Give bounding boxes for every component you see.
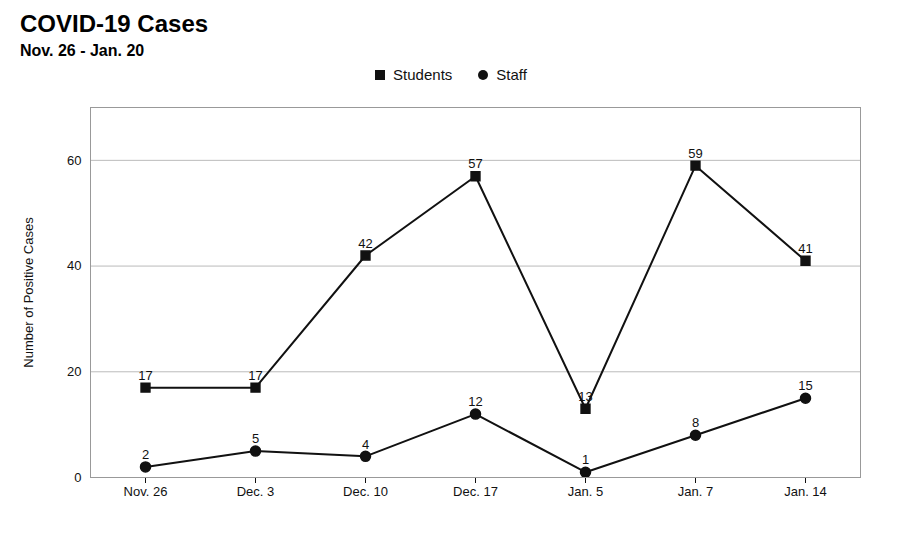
svg-text:Jan. 5: Jan. 5	[568, 484, 603, 499]
svg-text:Number of Positive Cases: Number of Positive Cases	[21, 217, 36, 368]
svg-text:0: 0	[74, 470, 81, 485]
svg-text:8: 8	[692, 415, 699, 430]
svg-text:5: 5	[252, 431, 259, 446]
html-text:Staff: Staff	[496, 66, 527, 83]
svg-text:13: 13	[578, 389, 592, 404]
svg-text:Jan. 14: Jan. 14	[784, 484, 827, 499]
svg-text:17: 17	[138, 368, 152, 383]
svg-text:59: 59	[688, 146, 702, 161]
svg-text:1: 1	[582, 452, 589, 467]
svg-text:Dec. 3: Dec. 3	[237, 484, 275, 499]
svg-text:Dec. 17: Dec. 17	[453, 484, 498, 499]
html-text:Nov. 26 - Jan. 20: Nov. 26 - Jan. 20	[20, 42, 145, 59]
svg-text:40: 40	[67, 258, 81, 273]
svg-text:41: 41	[798, 241, 812, 256]
html-text:Students: Students	[393, 66, 453, 83]
svg-text:15: 15	[798, 378, 812, 393]
html-text:COVID-19 Cases: COVID-19 Cases	[20, 10, 209, 37]
svg-text:Jan. 7: Jan. 7	[678, 484, 713, 499]
svg-text:2: 2	[142, 447, 149, 462]
svg-text:20: 20	[67, 364, 81, 379]
svg-text:57: 57	[468, 156, 482, 171]
svg-text:60: 60	[67, 153, 81, 168]
svg-text:Dec. 10: Dec. 10	[343, 484, 388, 499]
svg-text:42: 42	[358, 236, 372, 251]
svg-text:4: 4	[362, 437, 369, 452]
svg-text:17: 17	[248, 368, 262, 383]
svg-text:Nov. 26: Nov. 26	[124, 484, 168, 499]
svg-text:12: 12	[468, 394, 482, 409]
